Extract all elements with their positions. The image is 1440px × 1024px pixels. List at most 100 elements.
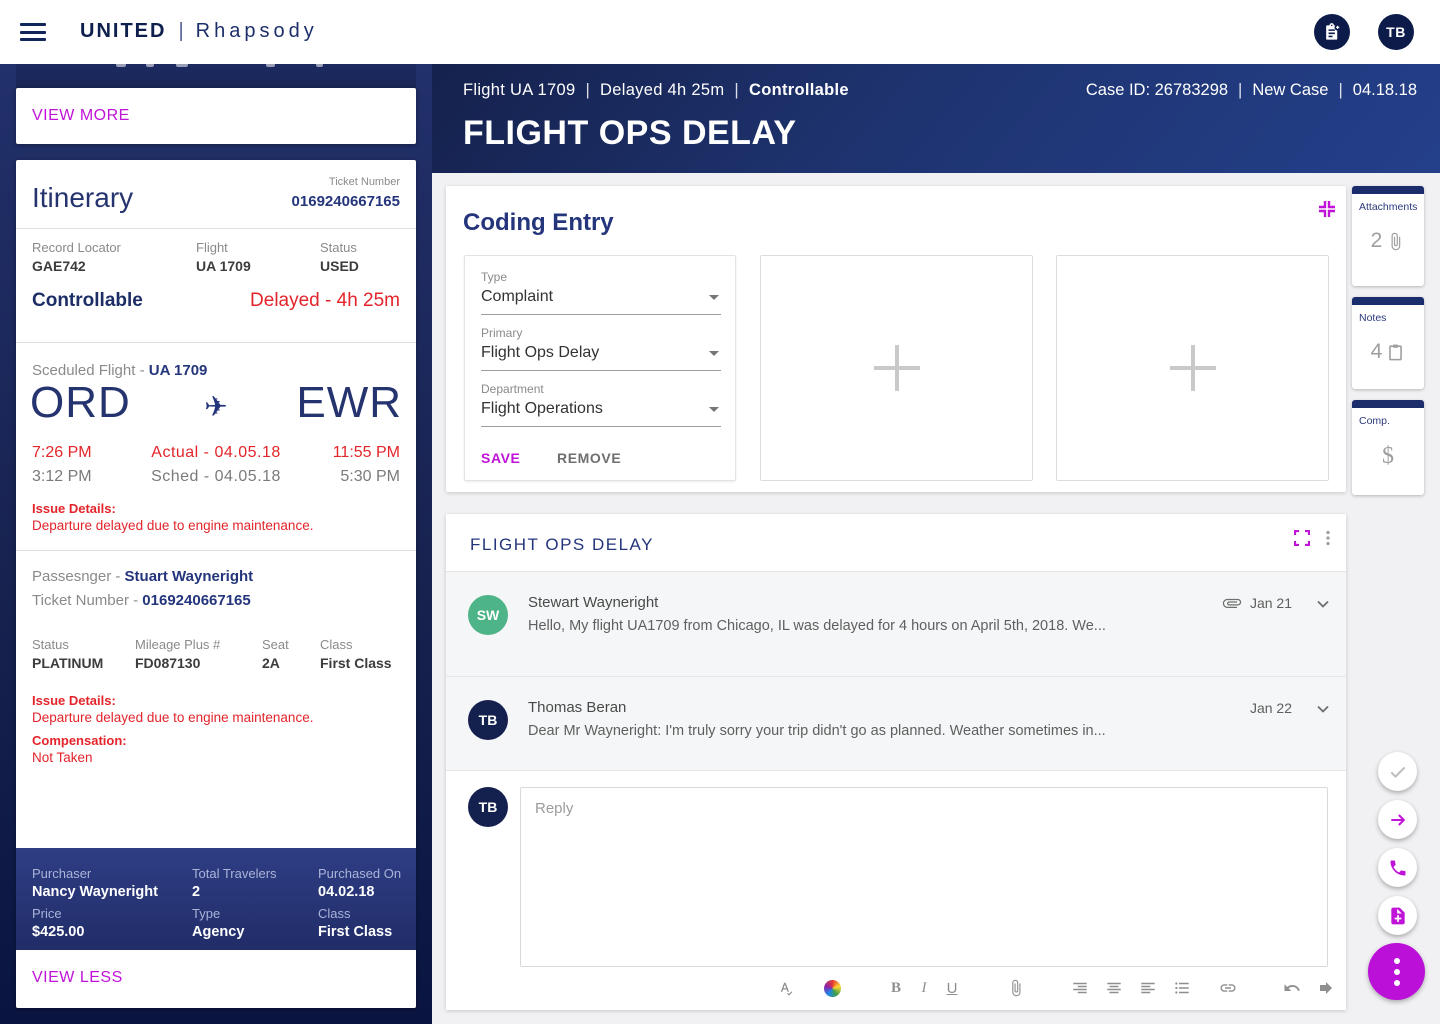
remove-button[interactable]: REMOVE bbox=[557, 450, 622, 466]
coding-form-card: Type Complaint Primary Flight Ops Delay … bbox=[464, 255, 736, 481]
mileage-field: Mileage Plus # FD087130 bbox=[135, 637, 220, 671]
align-left-icon[interactable] bbox=[1138, 978, 1158, 998]
message-date: Jan 21 bbox=[1249, 595, 1292, 611]
type-field: Type Agency bbox=[192, 906, 244, 940]
price-field: Price $425.00 bbox=[32, 906, 84, 940]
attachments-title: Attachments bbox=[1359, 201, 1418, 213]
bullet-list-icon[interactable] bbox=[1172, 978, 1192, 998]
align-center-icon[interactable] bbox=[1104, 978, 1124, 998]
underline-icon[interactable]: U bbox=[946, 979, 958, 997]
more-actions-fab[interactable] bbox=[1368, 943, 1425, 1000]
avatar: SW bbox=[468, 595, 508, 635]
chevron-down-icon[interactable] bbox=[1316, 597, 1330, 611]
primary-dropdown-label: Primary bbox=[481, 326, 523, 340]
view-less-button[interactable]: VIEW LESS bbox=[32, 969, 123, 986]
case-category: Controllable bbox=[748, 81, 849, 99]
compensation-card[interactable]: Comp. $ bbox=[1352, 400, 1424, 495]
collapse-icon[interactable] bbox=[1318, 200, 1336, 218]
primary-dropdown[interactable]: Primary Flight Ops Delay bbox=[481, 326, 721, 371]
paperclip-icon bbox=[1391, 232, 1401, 250]
add-coding-entry-button[interactable] bbox=[760, 255, 1033, 481]
message-sender: Stewart Wayneright bbox=[528, 594, 659, 611]
note-add-icon bbox=[1390, 907, 1405, 924]
dollar-icon: $ bbox=[1382, 443, 1394, 469]
purchase-class-field: Class First Class bbox=[318, 906, 392, 940]
attach-file-icon[interactable] bbox=[1006, 978, 1026, 998]
case-delay: Delayed 4h 25m bbox=[600, 81, 725, 99]
plus-icon bbox=[873, 345, 920, 391]
divider bbox=[16, 550, 416, 551]
class-value: First Class bbox=[320, 655, 392, 671]
divider bbox=[16, 228, 416, 229]
compensation-label: Compensation: bbox=[32, 733, 127, 748]
avatar: TB bbox=[468, 700, 508, 740]
message-row[interactable]: TB Thomas Beran Dear Mr Wayneright: I'm … bbox=[446, 677, 1346, 771]
reply-toolbar: B I U bbox=[520, 974, 1336, 1002]
department-dropdown[interactable]: Department Flight Operations bbox=[481, 382, 721, 427]
call-button[interactable] bbox=[1378, 848, 1417, 887]
attachments-card[interactable]: Attachments 2 bbox=[1352, 186, 1424, 286]
departure-sched-time: 3:12 PM bbox=[32, 468, 92, 485]
type-dropdown[interactable]: Type Complaint bbox=[481, 270, 721, 315]
department-dropdown-label: Department bbox=[481, 382, 544, 396]
add-coding-entry-button[interactable] bbox=[1056, 255, 1329, 481]
case-id: Case ID: 26783298 bbox=[1085, 81, 1229, 99]
card-topbar bbox=[1352, 186, 1424, 194]
airplane-icon: ✈ bbox=[204, 390, 228, 423]
add-note-button[interactable] bbox=[1378, 896, 1417, 935]
origin-airport: ORD bbox=[30, 378, 131, 427]
class-label: Class bbox=[320, 637, 353, 652]
expand-icon[interactable] bbox=[1294, 530, 1310, 546]
travelers-value: 2 bbox=[192, 884, 201, 900]
coding-entry-panel: Coding Entry Type Complaint Primary Flig… bbox=[446, 186, 1346, 492]
message-row[interactable]: SW Stewart Wayneright Hello, My flight U… bbox=[446, 572, 1346, 677]
purchased-on-label: Purchased On bbox=[318, 866, 402, 881]
separator: | bbox=[585, 81, 591, 99]
price-label: Price bbox=[32, 906, 62, 921]
resolve-button[interactable] bbox=[1378, 752, 1417, 791]
view-more-button[interactable]: VIEW MORE bbox=[32, 107, 130, 124]
text-color-icon[interactable] bbox=[822, 978, 842, 998]
text-format-icon[interactable] bbox=[776, 978, 796, 998]
case-header-band: Flight UA 1709 | Delayed 4h 25m | Controllab… bbox=[432, 64, 1440, 173]
itinerary-card: Itinerary Ticket Number 0169240667165 Re… bbox=[16, 160, 416, 1008]
forward-icon[interactable] bbox=[1316, 978, 1336, 998]
menu-icon[interactable] bbox=[20, 23, 46, 41]
scheduled-flight-label: Sceduled Flight - bbox=[32, 362, 149, 379]
attachments-count: 2 bbox=[1370, 229, 1383, 252]
italic-icon[interactable]: I bbox=[921, 979, 927, 996]
scheduled-flight-number: UA 1709 bbox=[148, 362, 208, 379]
save-button[interactable]: SAVE bbox=[481, 450, 521, 466]
page-title: FLIGHT OPS DELAY bbox=[463, 114, 797, 152]
avatar-initials: TB bbox=[478, 712, 498, 728]
issue-details-label: Issue Details: bbox=[32, 501, 116, 516]
phone-icon bbox=[1390, 860, 1405, 875]
undo-icon[interactable] bbox=[1282, 978, 1302, 998]
reply-input[interactable] bbox=[521, 788, 1327, 966]
mileage-value: FD087130 bbox=[135, 655, 201, 671]
notes-card[interactable]: Notes 4 bbox=[1352, 297, 1424, 389]
message-preview: Hello, My flight UA1709 from Chicago, IL… bbox=[528, 618, 1106, 634]
flight-label: Flight bbox=[196, 240, 228, 255]
new-note-button[interactable] bbox=[1314, 14, 1350, 50]
align-right-icon[interactable] bbox=[1070, 978, 1090, 998]
bold-icon[interactable]: B bbox=[890, 979, 901, 996]
kebab-icon bbox=[1393, 957, 1400, 986]
case-date: 04.18.18 bbox=[1352, 81, 1417, 99]
departure-actual-time: 7:26 PM bbox=[32, 444, 92, 461]
seat-value: 2A bbox=[262, 655, 280, 671]
clipboard-add-icon bbox=[1325, 22, 1341, 40]
case-subheader: Flight UA 1709 | Delayed 4h 25m | Controllab… bbox=[463, 81, 849, 100]
purchaser-value: Nancy Wayneright bbox=[32, 884, 158, 900]
insert-link-icon[interactable] bbox=[1218, 978, 1238, 998]
more-options-icon[interactable] bbox=[1319, 529, 1337, 547]
travelers-field: Total Travelers 2 bbox=[192, 866, 277, 900]
separator: | bbox=[734, 81, 739, 99]
user-avatar[interactable]: TB bbox=[1378, 14, 1414, 50]
chevron-down-icon[interactable] bbox=[1316, 702, 1330, 716]
purchase-class-label: Class bbox=[318, 906, 351, 921]
purchased-on-value: 04.02.18 bbox=[318, 884, 375, 900]
send-button[interactable] bbox=[1378, 800, 1417, 839]
passenger-name: Stuart Wayneright bbox=[124, 568, 254, 585]
